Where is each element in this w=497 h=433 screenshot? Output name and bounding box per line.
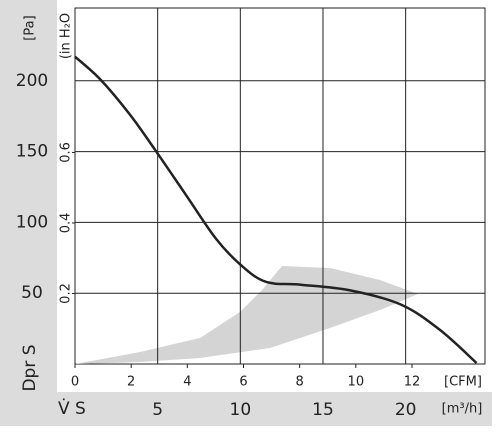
y-title: Dpr S [20, 344, 40, 391]
x2-tick-label: 5 [152, 400, 163, 420]
y2-unit: (in H₂O [59, 13, 74, 59]
x2-unit: [m³/h] [442, 402, 483, 417]
axis-band [0, 0, 57, 392]
x-tick-label: 2 [127, 375, 135, 390]
x-unit: [CFM] [444, 375, 482, 390]
x-tick-label: 6 [239, 375, 247, 390]
x-tick-label: 0 [71, 375, 79, 390]
y-tick-label: 100 [16, 212, 48, 232]
y2-tick-label: 0.6 [59, 142, 74, 163]
operating-region [75, 266, 418, 364]
y2-tick-label: 0.2 [59, 283, 74, 304]
y-tick-label: 200 [16, 71, 48, 91]
x2-tick-label: 20 [395, 400, 417, 420]
x2-tick-label: 15 [312, 400, 334, 420]
curve [74, 55, 478, 364]
y-tick-label: 50 [21, 283, 43, 303]
x2-title: V̇ S [58, 398, 86, 419]
y-unit: [Pa] [23, 15, 38, 40]
y-tick-label: 150 [16, 142, 48, 162]
x2-tick-label: 10 [230, 400, 252, 420]
x-tick-label: 12 [404, 375, 421, 390]
y2-tick-label: 0.4 [59, 213, 74, 234]
x-tick-label: 4 [183, 375, 191, 390]
x-tick-label: 10 [348, 375, 365, 390]
axis-band [0, 392, 492, 426]
x-tick-label: 8 [296, 375, 304, 390]
